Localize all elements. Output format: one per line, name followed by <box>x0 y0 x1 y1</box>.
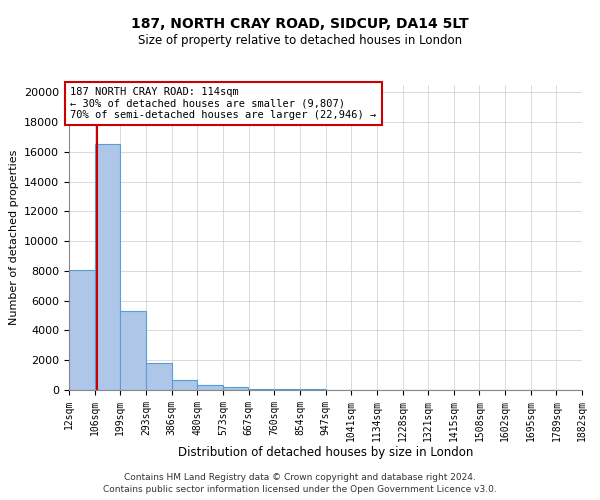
Text: 187 NORTH CRAY ROAD: 114sqm
← 30% of detached houses are smaller (9,807)
70% of : 187 NORTH CRAY ROAD: 114sqm ← 30% of det… <box>70 87 377 120</box>
Bar <box>248 388 274 390</box>
Text: Contains HM Land Registry data © Crown copyright and database right 2024.: Contains HM Land Registry data © Crown c… <box>124 472 476 482</box>
X-axis label: Distribution of detached houses by size in London: Distribution of detached houses by size … <box>178 446 473 460</box>
Text: Contains public sector information licensed under the Open Government Licence v3: Contains public sector information licen… <box>103 485 497 494</box>
Bar <box>274 389 300 390</box>
Bar <box>223 387 248 390</box>
Bar <box>146 363 172 390</box>
Bar <box>172 380 197 390</box>
Text: Size of property relative to detached houses in London: Size of property relative to detached ho… <box>138 34 462 47</box>
Bar <box>197 385 223 390</box>
Text: 187, NORTH CRAY ROAD, SIDCUP, DA14 5LT: 187, NORTH CRAY ROAD, SIDCUP, DA14 5LT <box>131 18 469 32</box>
Bar <box>69 270 95 390</box>
Bar <box>120 311 146 390</box>
Bar <box>95 144 120 390</box>
Y-axis label: Number of detached properties: Number of detached properties <box>8 150 19 325</box>
